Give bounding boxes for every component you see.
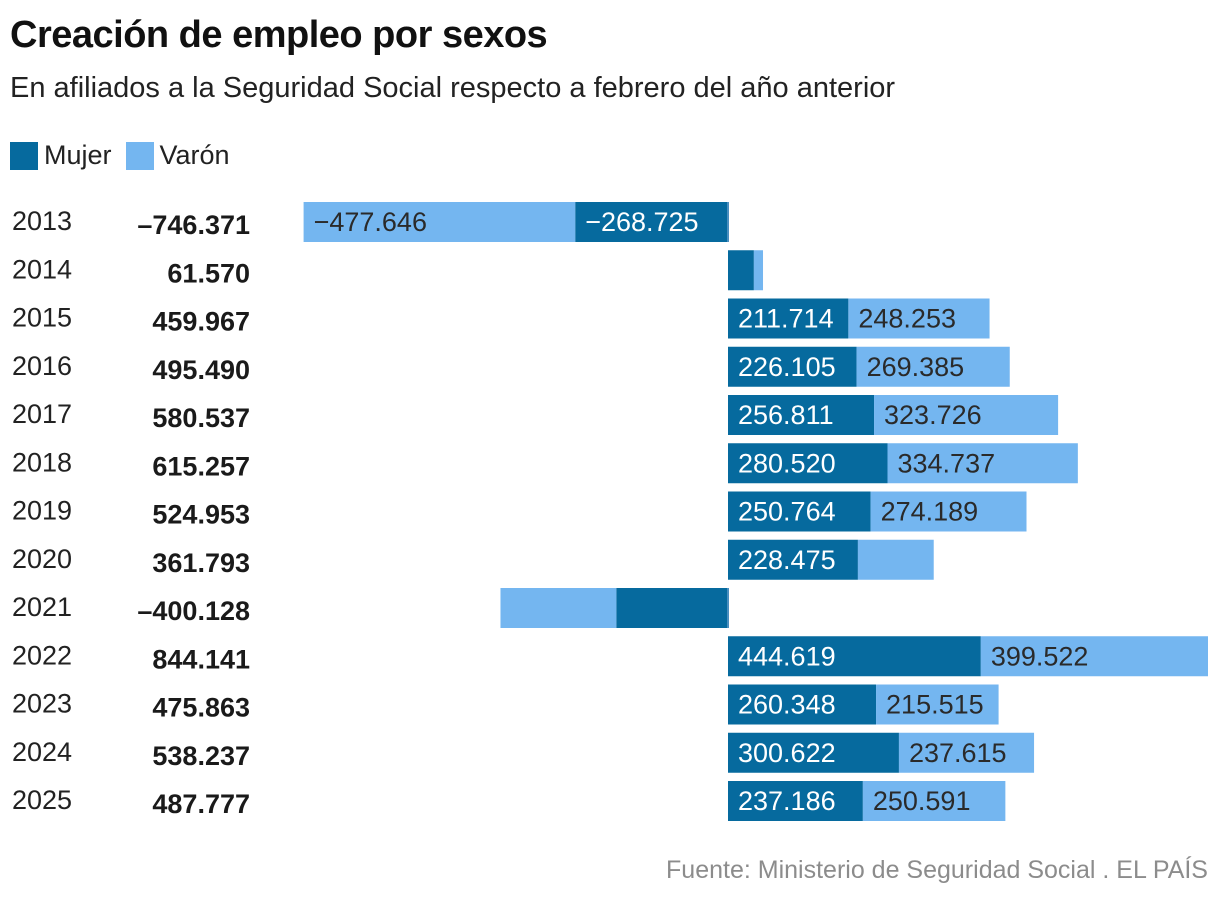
bar-value-label: 237.615	[909, 738, 1007, 768]
year-label: 2023	[12, 689, 72, 719]
year-label: 2025	[12, 785, 72, 815]
bar-value-label: −477.646	[314, 207, 427, 237]
bar-value-label: 215.515	[886, 690, 984, 720]
bar-varon	[856, 346, 1010, 387]
bar-row-2013: 2013 –746.371 −268.725 −477.646	[12, 202, 729, 242]
bar-varon	[862, 781, 1006, 821]
bar-row-2021: 2021 –400.128	[12, 588, 729, 628]
year-label: 2016	[12, 351, 72, 381]
bar-mujer	[728, 636, 981, 677]
year-label: 2022	[12, 640, 72, 670]
bar-value-label: 260.348	[738, 690, 836, 720]
bar-value-label: 274.189	[881, 497, 979, 527]
bar-value-label: 228.475	[738, 545, 836, 575]
source-note: Fuente: Ministerio de Seguridad Social .…	[666, 856, 1208, 884]
year-label: 2015	[12, 303, 72, 333]
bar-varon	[303, 202, 576, 242]
bar-varon	[887, 443, 1078, 484]
year-label: 2014	[12, 254, 72, 284]
bar-value-label: −268.725	[585, 207, 698, 237]
total-label: 524.953	[152, 500, 250, 530]
bar-row-2017: 2017 580.537 256.811 323.726	[12, 395, 1059, 435]
bar-mujer	[728, 732, 899, 773]
total-label: 538.237	[152, 741, 250, 771]
bar-varon	[898, 732, 1035, 773]
bar-varon	[753, 250, 764, 291]
legend-label-mujer: Mujer	[44, 140, 112, 170]
bar-value-label: 280.520	[738, 448, 836, 478]
chart-title: Creación de empleo por sexos	[10, 14, 548, 56]
bar-mujer	[728, 491, 871, 532]
bar-value-label: 323.726	[884, 400, 982, 430]
total-label: 615.257	[152, 451, 250, 481]
bar-mujer	[728, 443, 888, 484]
year-label: 2017	[12, 399, 72, 429]
bar-value-label: 444.619	[738, 641, 836, 671]
bar-row-2024: 2024 538.237 300.622 237.615	[12, 732, 1035, 773]
total-label: 844.141	[152, 644, 250, 674]
bar-row-2023: 2023 475.863 260.348 215.515	[12, 684, 999, 725]
bar-mujer	[728, 250, 754, 291]
bar-mujer	[728, 395, 875, 435]
year-label: 2019	[12, 496, 72, 526]
legend: Mujer Varón	[10, 140, 244, 171]
total-label: 580.537	[152, 403, 250, 433]
bar-varon	[857, 539, 934, 580]
bar-varon	[500, 588, 617, 628]
bar-varon	[870, 491, 1027, 532]
bar-row-2016: 2016 495.490 226.105 269.385	[12, 346, 1010, 387]
year-label: 2013	[12, 206, 72, 236]
bar-row-2025: 2025 487.777 237.186 250.591	[12, 781, 1006, 821]
bar-value-label: 250.591	[873, 786, 971, 816]
bar-value-label: 300.622	[738, 738, 836, 768]
bar-varon	[876, 684, 999, 725]
legend-swatch-mujer	[10, 141, 38, 170]
bar-value-label: 269.385	[867, 352, 965, 382]
bar-row-2020: 2020 361.793 228.475	[12, 539, 934, 580]
bar-value-label: 250.764	[738, 497, 836, 527]
total-label: 487.777	[152, 789, 250, 819]
bar-mujer	[728, 684, 877, 725]
bar-row-2022: 2022 844.141 444.619 399.522	[12, 636, 1208, 677]
bar-value-label: 211.714	[738, 304, 834, 334]
bar-row-2018: 2018 615.257 280.520 334.737	[12, 443, 1078, 484]
zero-baseline	[727, 202, 729, 242]
zero-baseline	[727, 588, 729, 628]
bar-mujer	[575, 202, 728, 242]
bar-value-label: 399.522	[991, 641, 1089, 671]
total-label: –746.371	[137, 210, 250, 240]
legend-item-mujer: Mujer	[10, 140, 112, 171]
total-label: 459.967	[152, 307, 250, 337]
bar-varon	[980, 636, 1208, 677]
bar-mujer	[728, 539, 858, 580]
year-label: 2020	[12, 544, 72, 574]
chart-subtitle: En afiliados a la Seguridad Social respe…	[10, 72, 896, 104]
legend-label-varon: Varón	[159, 140, 230, 170]
bar-row-2019: 2019 524.953 250.764 274.189	[12, 491, 1027, 532]
bar-mujer	[728, 346, 857, 387]
total-label: 361.793	[152, 548, 250, 578]
year-label: 2024	[12, 737, 72, 767]
bar-varon	[874, 395, 1059, 435]
legend-item-varon: Varón	[125, 140, 230, 171]
year-label: 2021	[12, 592, 72, 622]
bar-mujer	[616, 588, 728, 628]
total-label: 495.490	[152, 355, 250, 385]
bar-row-2015: 2015 459.967 211.714 248.253	[12, 298, 990, 339]
bar-varon	[848, 298, 990, 339]
total-label: 61.570	[167, 258, 250, 288]
bar-value-label: 248.253	[858, 304, 956, 334]
total-label: 475.863	[152, 693, 250, 723]
bar-mujer	[728, 781, 863, 821]
bar-value-label: 334.737	[898, 448, 996, 478]
bar-mujer	[728, 298, 849, 339]
total-label: –400.128	[137, 596, 250, 626]
bar-row-2014: 2014 61.570	[12, 250, 764, 291]
bar-value-label: 226.105	[738, 352, 836, 382]
year-label: 2018	[12, 447, 72, 477]
legend-swatch-varon	[125, 141, 154, 170]
bar-value-label: 256.811	[738, 400, 834, 430]
bar-value-label: 237.186	[738, 786, 836, 816]
